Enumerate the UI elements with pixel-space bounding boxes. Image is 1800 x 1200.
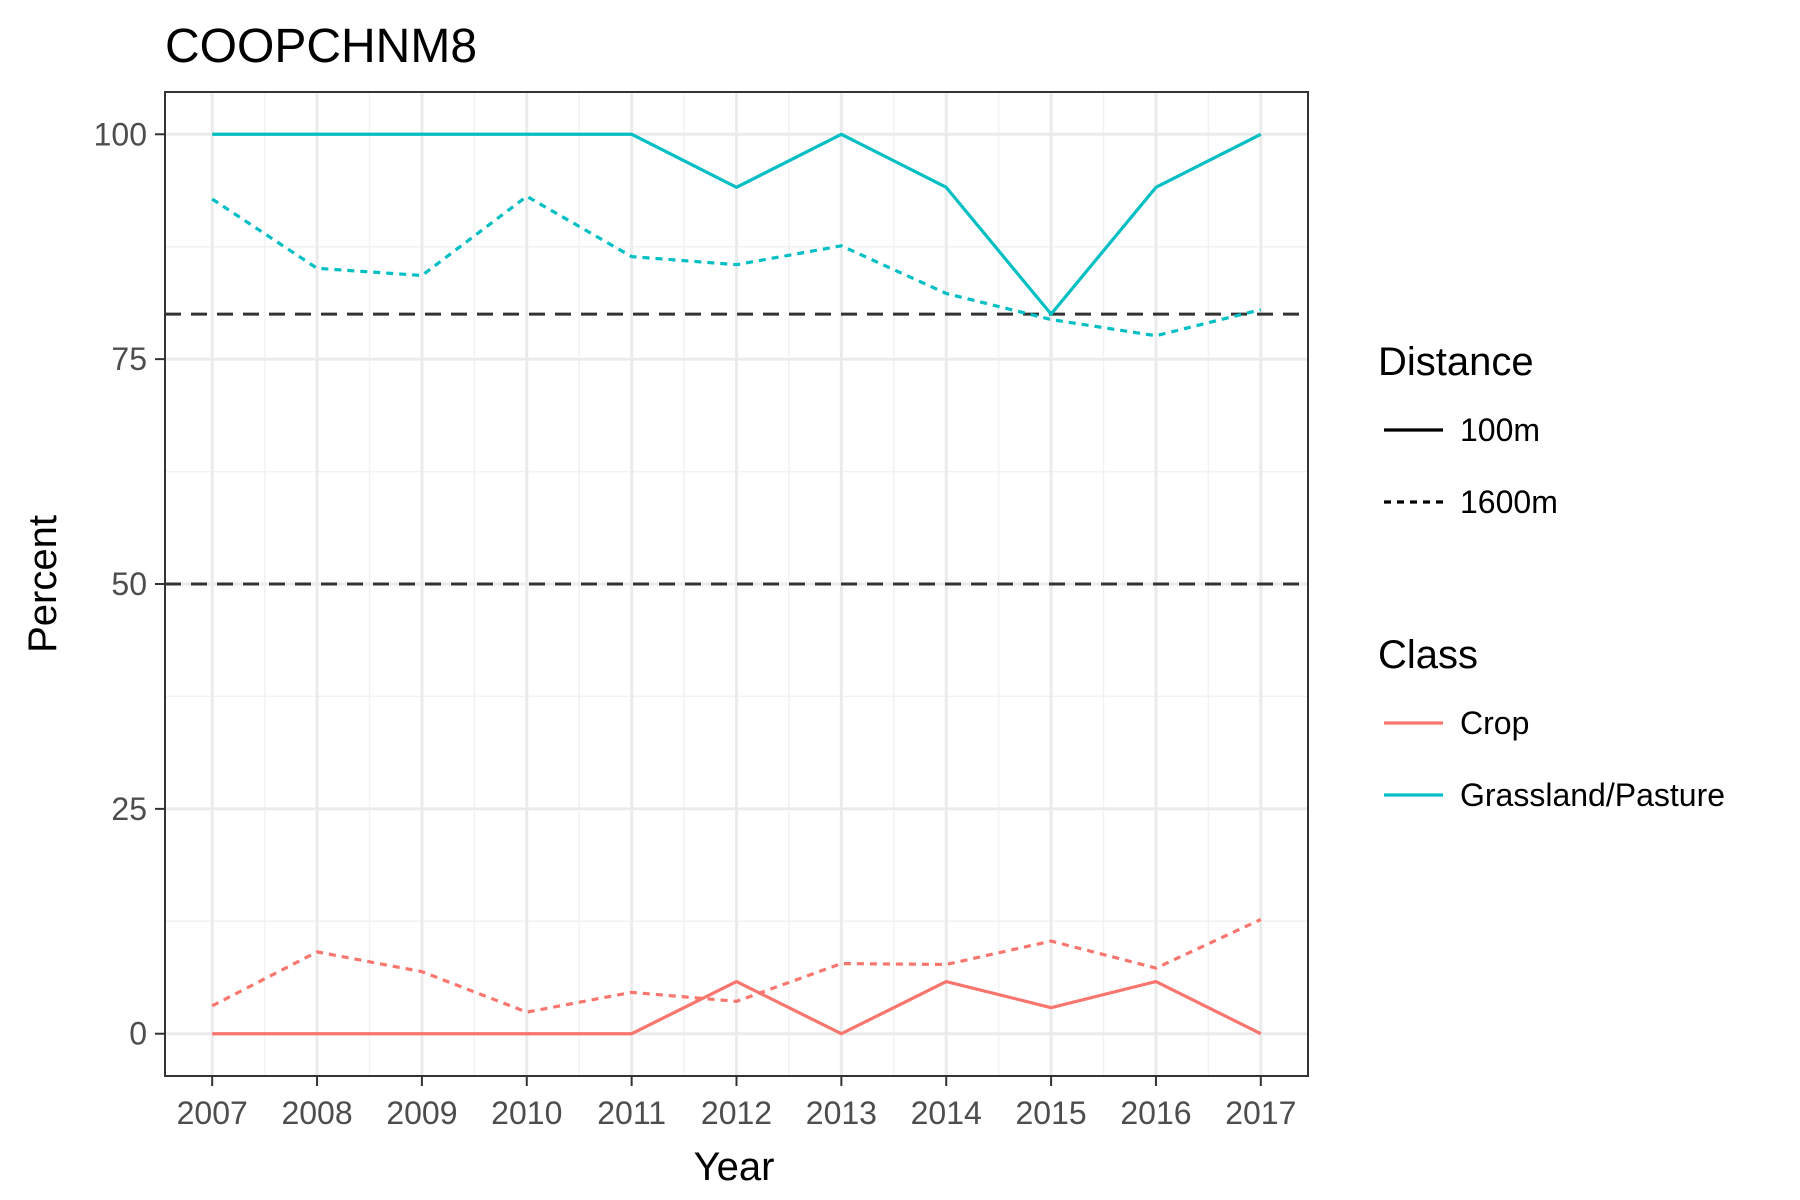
- legend-label: Grassland/Pasture: [1460, 777, 1725, 813]
- chart-title: COOPCHNM8: [165, 20, 477, 73]
- y-axis-title: Percent: [21, 515, 65, 653]
- x-tick-label: 2016: [1120, 1095, 1191, 1131]
- legend-label: 1600m: [1460, 484, 1558, 520]
- x-tick-label: 2009: [386, 1095, 457, 1131]
- series-line-grassland-pasture-1600m: [211, 194, 1262, 338]
- legend-title-class: Class: [1378, 633, 1478, 677]
- reference-lines: [165, 312, 1308, 586]
- x-tick-label: 2014: [911, 1095, 982, 1131]
- legend-title-distance: Distance: [1378, 340, 1534, 384]
- x-tick-label: 2013: [806, 1095, 877, 1131]
- legend: Distance 100m 1600m Class Crop Grassland/Past…: [1378, 340, 1725, 813]
- y-tick-label: 0: [129, 1016, 147, 1052]
- y-tick-label: 75: [111, 341, 147, 377]
- x-tick-label: 2008: [281, 1095, 352, 1131]
- series-line-crop-1600m: [211, 918, 1262, 1014]
- x-axis-title: Year: [694, 1145, 775, 1189]
- series-lines: [211, 132, 1262, 1036]
- x-tick-label: 2007: [177, 1095, 248, 1131]
- y-tick-label: 50: [111, 566, 147, 602]
- x-tick-label: 2015: [1015, 1095, 1086, 1131]
- x-axis: 2007 2008 2009 2010 2011 2012 2013 2014 2015 2016…: [177, 1076, 1296, 1131]
- legend-label: 100m: [1460, 412, 1540, 448]
- x-tick-label: 2017: [1225, 1095, 1296, 1131]
- series-line-crop-100m: [212, 979, 1262, 1036]
- x-tick-label: 2011: [597, 1095, 666, 1131]
- series-line-grassland-pasture-100m: [212, 132, 1262, 316]
- y-tick-label: 100: [94, 116, 147, 152]
- y-tick-label: 25: [111, 791, 147, 827]
- x-tick-label: 2010: [491, 1095, 562, 1131]
- x-tick-label: 2012: [701, 1095, 772, 1131]
- legend-label: Crop: [1460, 705, 1529, 741]
- y-axis: 0 25 50 75 100: [94, 116, 165, 1052]
